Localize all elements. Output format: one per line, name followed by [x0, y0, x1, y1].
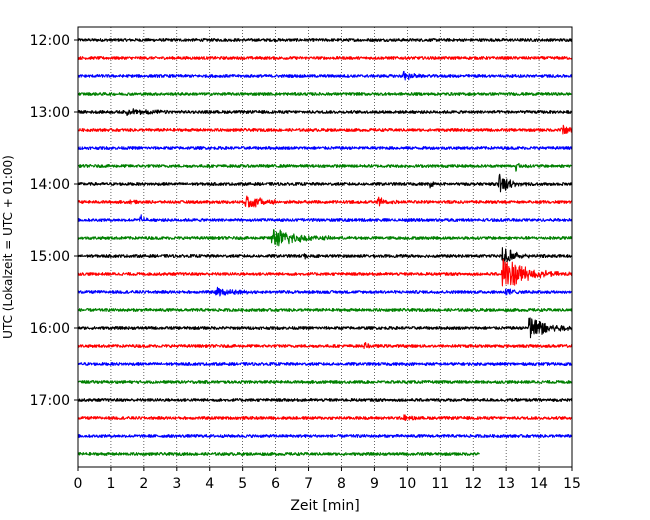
y-tick-label: 15:00 — [30, 249, 70, 265]
trace-1345 — [77, 162, 573, 172]
trace-1300 — [77, 108, 573, 116]
trace-1700 — [77, 398, 573, 402]
x-tick-label: 13 — [497, 476, 515, 492]
x-tick-label: 6 — [271, 476, 280, 492]
trace-1630 — [77, 362, 573, 366]
x-tick-label: 15 — [563, 476, 581, 492]
x-tick-label: 3 — [172, 476, 181, 492]
x-tick-label: 2 — [139, 476, 148, 492]
trace-1245 — [77, 92, 573, 96]
y-tick-label: 13:00 — [30, 105, 70, 121]
grid-lines — [110, 27, 540, 467]
x-tick-label: 5 — [238, 476, 247, 492]
x-tick-label: 11 — [431, 476, 449, 492]
y-tick-label: 17:00 — [30, 393, 70, 409]
trace-1315 — [77, 124, 573, 135]
trace-1200 — [77, 38, 573, 42]
x-tick-label: 9 — [370, 476, 379, 492]
trace-1515 — [77, 259, 573, 287]
x-tick-label: 7 — [304, 476, 313, 492]
trace-1415 — [77, 195, 573, 208]
y-tick-label: 12:00 — [30, 33, 70, 49]
x-tick-label: 14 — [530, 476, 548, 492]
trace-1745 — [77, 452, 480, 456]
y-tick-label: 14:00 — [30, 177, 70, 193]
x-tick-label: 4 — [205, 476, 214, 492]
trace-1545 — [77, 308, 573, 312]
trace-1230 — [77, 70, 573, 81]
trace-1600 — [77, 317, 573, 339]
x-tick-label: 1 — [106, 476, 115, 492]
y-tick-label: 16:00 — [30, 321, 70, 337]
trace-1445 — [77, 229, 573, 247]
trace-1730 — [77, 434, 573, 438]
seismogram-traces — [77, 38, 573, 456]
trace-1615 — [77, 341, 573, 350]
trace-1715 — [77, 414, 573, 422]
trace-1500 — [77, 247, 573, 266]
trace-1215 — [77, 56, 573, 60]
trace-1530 — [77, 286, 573, 297]
x-tick-label: 0 — [74, 476, 83, 492]
x-axis-ticks: 0 1 2 3 4 5 6 7 8 9 10 11 12 13 14 15 — [74, 467, 581, 492]
x-axis-label: Zeit [min] — [290, 498, 359, 514]
trace-1400 — [77, 173, 573, 193]
x-tick-label: 10 — [398, 476, 416, 492]
y-axis-ticks: 12:00 13:00 14:00 15:00 16:00 17:00 — [30, 33, 78, 409]
plot-frame — [77, 26, 573, 468]
y-axis-label: UTC (Lokalzeit = UTC + 01:00) — [1, 155, 15, 339]
trace-1430 — [77, 214, 573, 222]
x-tick-label: 12 — [464, 476, 482, 492]
x-tick-label: 8 — [337, 476, 346, 492]
trace-1330 — [77, 146, 573, 150]
trace-1645 — [77, 380, 573, 384]
